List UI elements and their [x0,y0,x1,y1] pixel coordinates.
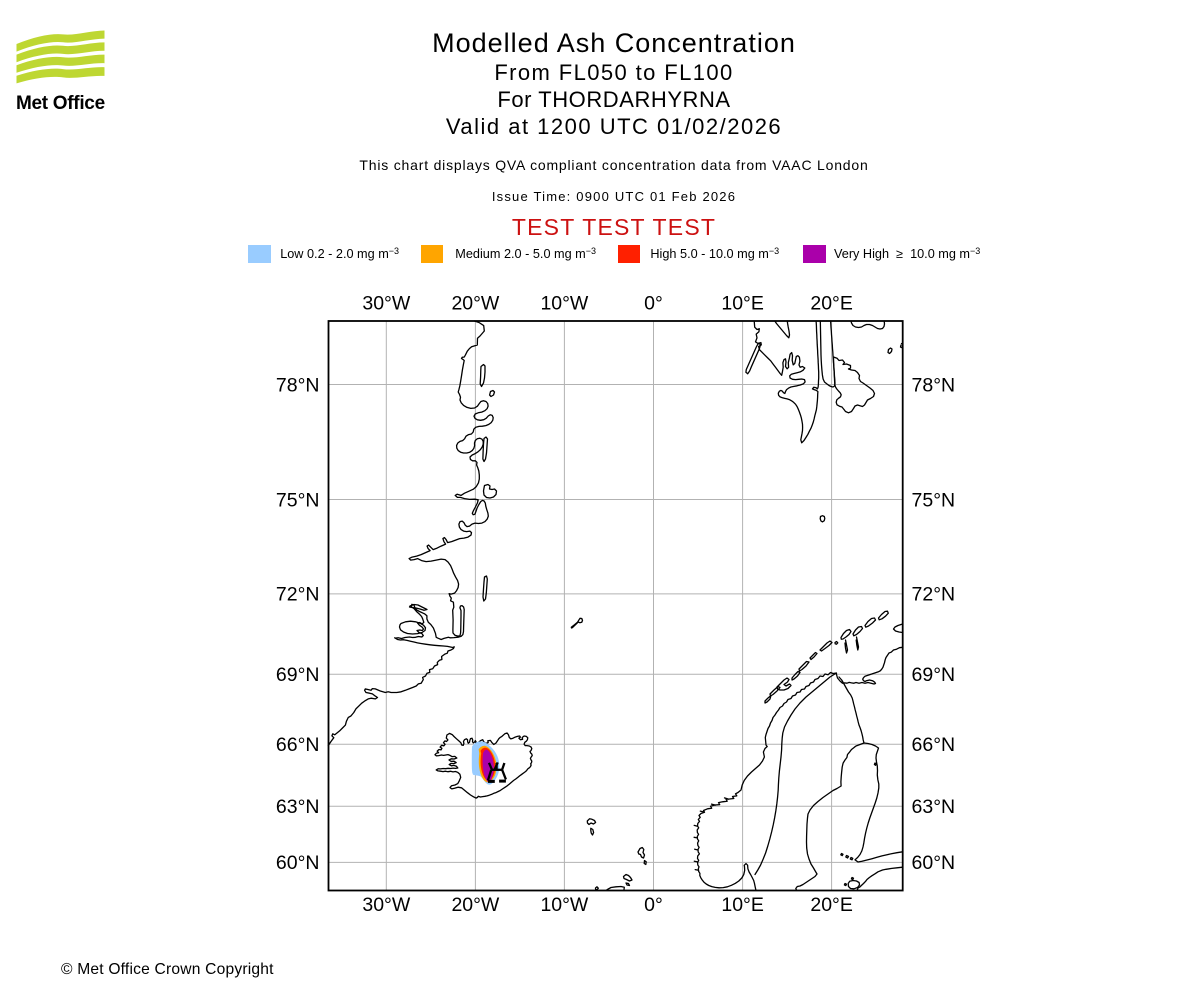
svg-text:30°W: 30°W [362,293,410,315]
svg-text:10°W: 10°W [540,293,588,315]
svg-text:69°N: 69°N [276,664,320,686]
svg-text:75°N: 75°N [276,489,320,511]
svg-text:66°N: 66°N [276,734,320,756]
svg-text:72°N: 72°N [276,584,320,606]
svg-text:20°W: 20°W [451,894,499,916]
svg-text:78°N: 78°N [276,374,320,396]
svg-text:69°N: 69°N [912,664,956,686]
svg-text:66°N: 66°N [912,734,956,756]
svg-text:72°N: 72°N [912,584,956,606]
svg-text:63°N: 63°N [276,796,320,818]
svg-text:0°: 0° [644,293,663,315]
svg-text:75°N: 75°N [912,489,956,511]
svg-text:78°N: 78°N [912,374,956,396]
svg-text:30°W: 30°W [362,894,410,916]
svg-text:20°E: 20°E [810,894,853,916]
svg-text:60°N: 60°N [912,852,956,874]
svg-text:63°N: 63°N [912,796,956,818]
svg-text:10°W: 10°W [540,894,588,916]
svg-text:10°E: 10°E [721,293,764,315]
svg-text:10°E: 10°E [721,894,764,916]
svg-text:0°: 0° [644,894,663,916]
svg-text:20°W: 20°W [451,293,499,315]
svg-text:20°E: 20°E [810,293,853,315]
svg-text:60°N: 60°N [276,852,320,874]
